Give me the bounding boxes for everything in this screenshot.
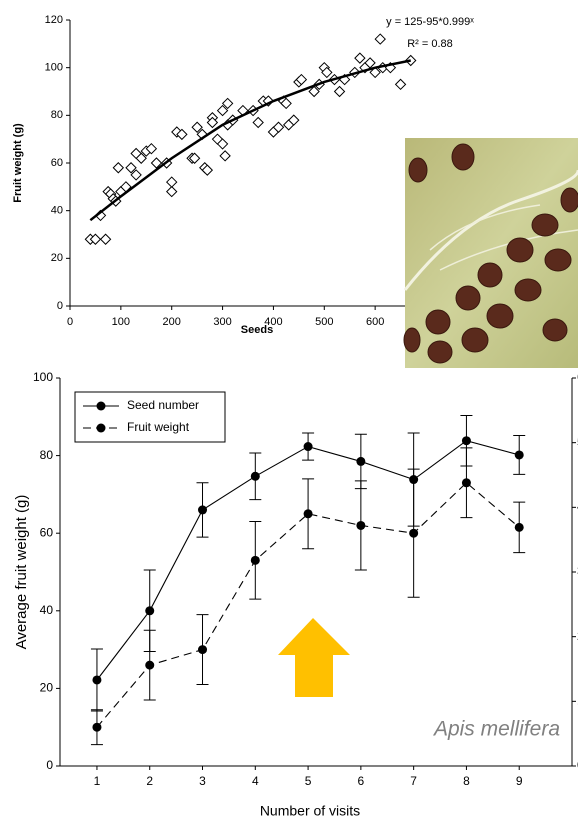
point — [201, 164, 214, 176]
annotation: Apis mellifera — [432, 718, 560, 741]
point — [308, 85, 320, 98]
point — [303, 509, 313, 519]
y-tick-label: 60 — [51, 157, 63, 169]
legend-marker — [96, 401, 106, 411]
x-tick-label: 1 — [94, 774, 101, 788]
y-tick-label: 120 — [45, 14, 63, 26]
point — [198, 505, 208, 515]
point — [92, 722, 102, 732]
point — [272, 121, 285, 133]
x-tick-label: 7 — [410, 774, 417, 788]
x-tick-label: 9 — [516, 774, 523, 788]
point — [514, 450, 524, 460]
point — [145, 142, 158, 155]
x-tick-label: 8 — [463, 774, 470, 788]
point — [280, 97, 292, 110]
seed-photo — [403, 138, 578, 368]
y-tick-label: 100 — [45, 62, 63, 74]
point — [394, 78, 407, 91]
point — [130, 169, 142, 181]
point — [374, 33, 386, 45]
point — [145, 606, 155, 616]
line — [89, 59, 411, 222]
x-tick-label: 300 — [213, 316, 231, 328]
y-tick-label: 40 — [51, 205, 63, 217]
point — [188, 152, 201, 164]
y-tick-label: 0 — [57, 300, 63, 312]
point — [216, 138, 229, 150]
x-tick-label: 500 — [315, 316, 333, 328]
legend-label: Fruit weight — [127, 420, 190, 434]
point — [321, 66, 333, 79]
point — [221, 97, 234, 110]
legend-label: Seed number — [127, 398, 199, 412]
point — [166, 185, 178, 198]
x-tick-label: 200 — [163, 316, 181, 328]
x-tick-label: 400 — [264, 316, 282, 328]
point — [333, 85, 346, 98]
y-tick-label: 0 — [46, 758, 53, 772]
point — [145, 660, 155, 670]
overlay: Apis mellifera — [278, 618, 560, 741]
legend-box — [74, 391, 226, 443]
point — [356, 520, 366, 530]
point — [166, 176, 178, 188]
point — [252, 116, 264, 129]
chart: 0 20 40 60 80 100 120 0 100 200 300 400 500 600 Fruit … — [12, 14, 474, 336]
x-tick-label: 2 — [146, 774, 153, 788]
point — [303, 442, 313, 452]
x-tick-label: 600 — [366, 316, 384, 328]
arrow — [278, 618, 350, 697]
point — [216, 104, 229, 117]
point — [89, 233, 102, 245]
point — [150, 157, 163, 169]
x-axis-label: Seeds — [241, 324, 273, 336]
x-tick-label: 5 — [305, 774, 312, 788]
point — [191, 121, 203, 133]
point — [99, 233, 112, 245]
point — [461, 478, 471, 488]
point — [295, 73, 308, 86]
y-tick-label: 80 — [40, 448, 54, 462]
y-axis-label: Fruit weight (g) — [12, 123, 24, 203]
point — [125, 162, 137, 174]
x-axis-label: Number of visits — [260, 803, 360, 819]
point — [356, 456, 366, 466]
y-tick-label: 40 — [40, 603, 54, 617]
chart: 0204060801000100200300400500600123456789… — [13, 370, 578, 819]
y-tick-label: 20 — [40, 681, 54, 695]
point — [219, 150, 231, 162]
point — [354, 52, 366, 64]
point — [250, 471, 260, 481]
y-tick-label: 100 — [33, 370, 53, 384]
x-tick-label: 3 — [199, 774, 206, 788]
point — [288, 114, 300, 126]
point — [112, 162, 125, 174]
y-tick-label: 20 — [51, 252, 63, 264]
point — [198, 645, 208, 655]
point — [130, 147, 142, 160]
point — [514, 522, 524, 532]
point — [250, 555, 260, 565]
point — [206, 116, 219, 129]
y-tick-label: 60 — [40, 525, 54, 539]
x-tick-label: 4 — [252, 774, 259, 788]
x-tick-label: 6 — [358, 774, 365, 788]
y-tick-label: 80 — [51, 109, 63, 121]
legend-marker — [96, 423, 106, 433]
point — [369, 66, 381, 79]
point — [92, 675, 102, 685]
annotation: R² = 0.88 — [407, 38, 453, 50]
point — [461, 436, 471, 446]
x-tick-label: 0 — [67, 316, 73, 328]
point — [409, 528, 419, 538]
x-tick-label: 100 — [112, 316, 130, 328]
point — [176, 128, 188, 141]
y-axis-label: Average fruit weight (g) — [13, 495, 30, 650]
annotation: y = 125-95*0.999ˣ — [386, 16, 474, 28]
